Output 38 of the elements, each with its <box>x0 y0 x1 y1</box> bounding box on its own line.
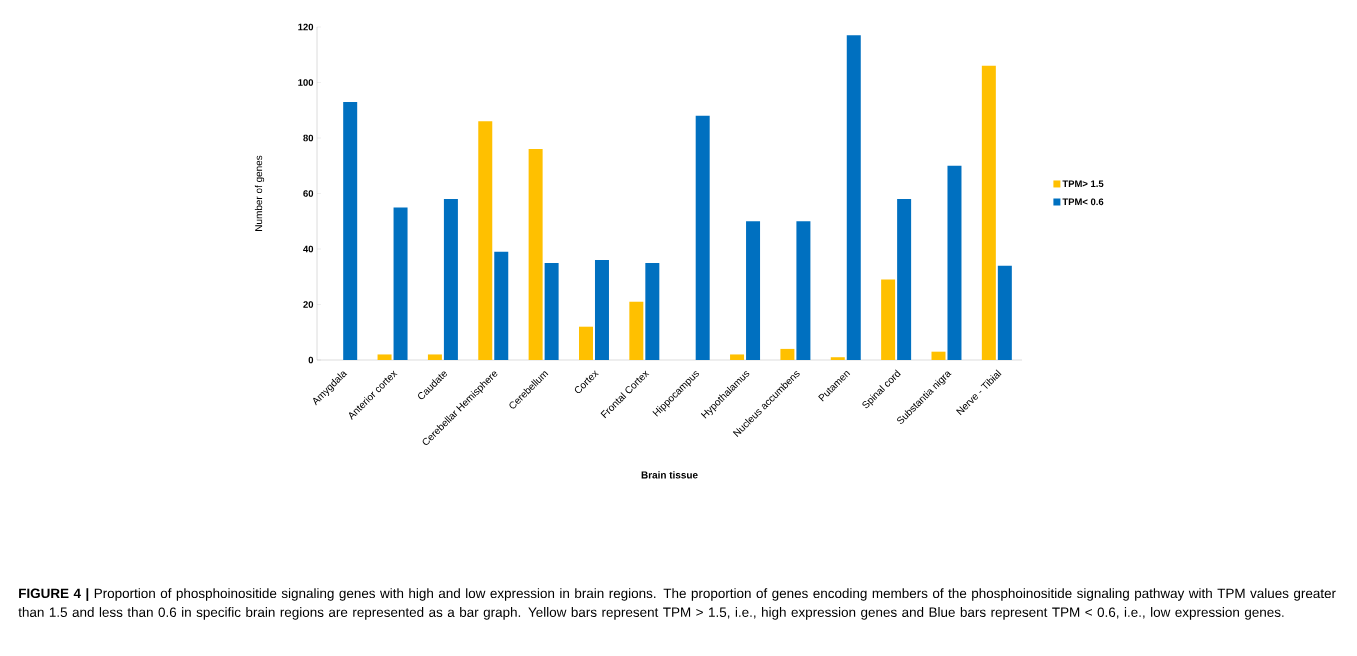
y-axis-title: Number of genes <box>254 155 265 231</box>
bar <box>981 65 996 360</box>
bar <box>780 348 795 360</box>
bar <box>997 265 1012 360</box>
bar <box>931 351 946 360</box>
y-tick-label: 20 <box>303 301 314 308</box>
bar <box>629 301 644 360</box>
bar <box>528 149 543 360</box>
bar <box>796 221 811 360</box>
bar <box>427 354 442 360</box>
bar <box>645 262 660 360</box>
bar <box>947 165 962 360</box>
bar <box>846 35 861 360</box>
y-tick-label: 80 <box>303 134 314 142</box>
text: FIGURE 4 | Proportion of phosphoinositide signaling genes with high and low expression in brain regions. The proportion of genes encoding members of the phosphoinositide signaling pathway with TPM values greater than 1.5 and less than 0.6 in specific brain regions are represented as a bar graph. Yellow bars represent TPM > 1.5, i.e., high expression genes and Blue bars represent TPM < 0.6, i.e., low expression genes. <box>18 588 1336 620</box>
y-tick-label: 0 <box>308 356 314 364</box>
y-tick-label: 60 <box>303 190 314 197</box>
bar <box>343 101 358 360</box>
bar <box>377 354 392 360</box>
bar <box>494 251 509 360</box>
bar <box>578 326 593 360</box>
bar <box>730 354 745 360</box>
bar <box>443 199 458 360</box>
y-tick-label: 100 <box>298 79 314 86</box>
bar <box>897 199 912 360</box>
legend-label: TPM> 1.5 <box>1062 180 1104 188</box>
bar <box>830 357 845 360</box>
bar <box>594 260 609 360</box>
bar <box>478 121 493 360</box>
y-tick-label: 120 <box>298 23 314 31</box>
bar <box>881 279 896 360</box>
x-axis-title: Brain tissue <box>641 471 698 479</box>
bar <box>393 207 408 360</box>
bar <box>544 262 559 360</box>
bar <box>695 115 710 360</box>
legend-label: TPM< 0.6 <box>1062 198 1104 206</box>
y-tick-label: 40 <box>303 245 314 253</box>
bar <box>746 221 761 360</box>
